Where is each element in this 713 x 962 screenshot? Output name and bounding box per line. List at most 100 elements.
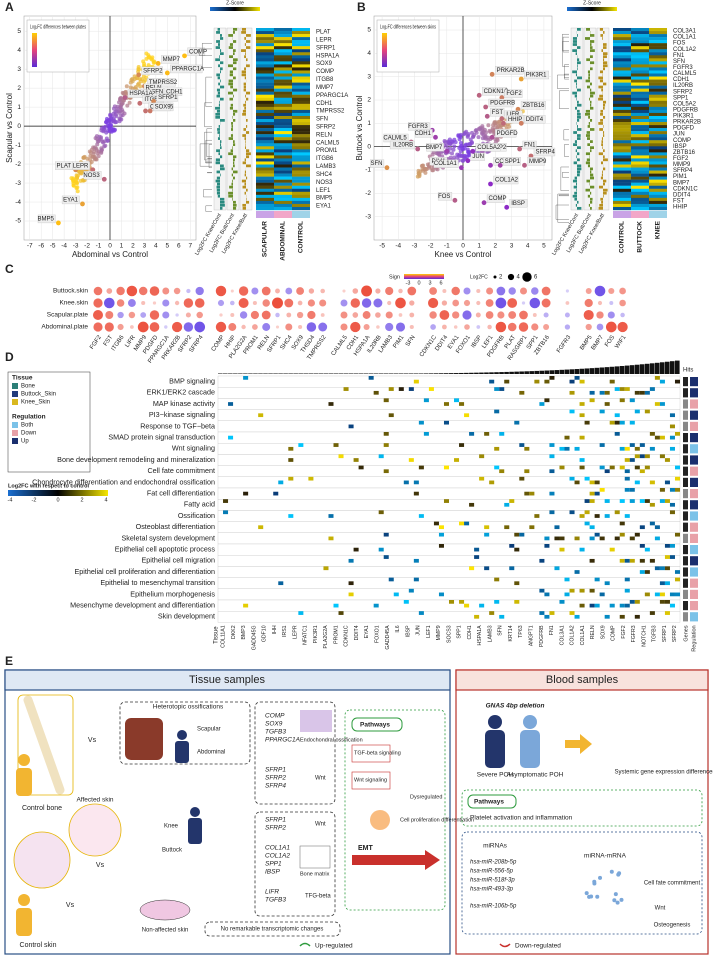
cell [565, 436, 570, 440]
point [156, 61, 161, 66]
cell [660, 600, 665, 604]
cloud-point [72, 183, 76, 187]
heat-cell [649, 168, 667, 171]
heat-cell [631, 158, 649, 161]
fc-bar [216, 180, 220, 183]
y-tick-label: -1 [15, 142, 21, 149]
fc-bar [599, 186, 603, 189]
cell [419, 421, 424, 425]
cloud-point [443, 139, 447, 143]
hit-bar [559, 370, 564, 374]
fc-bar [574, 80, 577, 83]
heat-cell [631, 37, 649, 40]
gene-label: NOTCH1 [641, 625, 647, 646]
fc-bar [577, 89, 581, 92]
fc-bar [242, 70, 246, 73]
heat-cell [649, 55, 667, 58]
dot [619, 288, 626, 295]
fc-bar [244, 83, 246, 86]
point [477, 93, 482, 98]
network-node [595, 895, 599, 899]
gene-count [683, 388, 688, 397]
row-label: Buttock.skin [53, 288, 88, 295]
cell [670, 488, 675, 492]
heat-cell [274, 98, 292, 101]
heat-cell [613, 149, 631, 152]
cell [640, 525, 645, 529]
fc-bar [577, 113, 581, 116]
cell [610, 421, 615, 425]
point [465, 158, 470, 163]
fc-bar [220, 201, 225, 204]
cell [650, 432, 655, 436]
cell [570, 477, 575, 481]
cell [489, 380, 494, 384]
gene-label: IRS1 [282, 625, 288, 637]
fc-bar [602, 146, 603, 149]
dot [442, 289, 446, 293]
fc-bar [603, 195, 604, 198]
cell [645, 410, 650, 414]
cell [585, 499, 590, 503]
fc-bar [603, 58, 604, 61]
fc-bar [232, 116, 233, 119]
cloud-point [141, 59, 145, 63]
regulation-key [690, 399, 698, 408]
gene-label: MMP9 [436, 625, 442, 640]
dot [596, 311, 603, 318]
dot [617, 322, 627, 332]
dot [138, 322, 149, 333]
cloud-point [76, 189, 80, 193]
cell [675, 570, 680, 574]
heat-cell [613, 125, 631, 128]
heat-cell [649, 92, 667, 95]
heat-cell [649, 131, 667, 134]
x-axis-label: Abdominal vs Control [72, 250, 148, 259]
fc-bar [586, 80, 590, 83]
fc-bar [590, 55, 593, 58]
cell [544, 544, 549, 548]
point-label: JUN [472, 154, 484, 160]
dot [216, 286, 226, 296]
cell [605, 499, 610, 503]
fc-bar [220, 61, 223, 64]
heat-cell [613, 43, 631, 46]
hit-bar [439, 373, 444, 374]
cell [665, 600, 670, 604]
hit-bar [590, 368, 595, 374]
heat-cell [649, 107, 667, 110]
fc-bar [232, 198, 233, 201]
cloud-point [423, 171, 427, 175]
fc-bar [577, 119, 579, 122]
gene: SOX9 [265, 721, 283, 728]
cell [504, 525, 509, 529]
cell [514, 600, 519, 604]
dot [127, 286, 138, 297]
cell [580, 466, 585, 470]
heat-cell [256, 95, 274, 98]
caption: TFG-beta [305, 894, 331, 900]
point [490, 72, 495, 77]
fc-bar [220, 52, 224, 55]
heat-cell [631, 70, 649, 73]
dot [476, 313, 481, 318]
hit-bar [469, 373, 474, 374]
fc-bar [216, 31, 220, 34]
fc-bar [603, 107, 605, 110]
cell [635, 533, 640, 537]
dot [118, 324, 124, 330]
y-tick-label: 5 [367, 27, 371, 34]
heat-cell [613, 55, 631, 58]
cell [549, 376, 554, 380]
fc-bar [600, 28, 603, 31]
legend-tick: 0 [417, 280, 420, 286]
heat-cell [631, 122, 649, 125]
fc-bar [577, 137, 581, 140]
dot [106, 288, 112, 294]
cell [600, 410, 605, 414]
heat-cell [256, 152, 274, 155]
cell [575, 537, 580, 541]
cell [404, 600, 409, 604]
fc-bar [577, 61, 581, 64]
